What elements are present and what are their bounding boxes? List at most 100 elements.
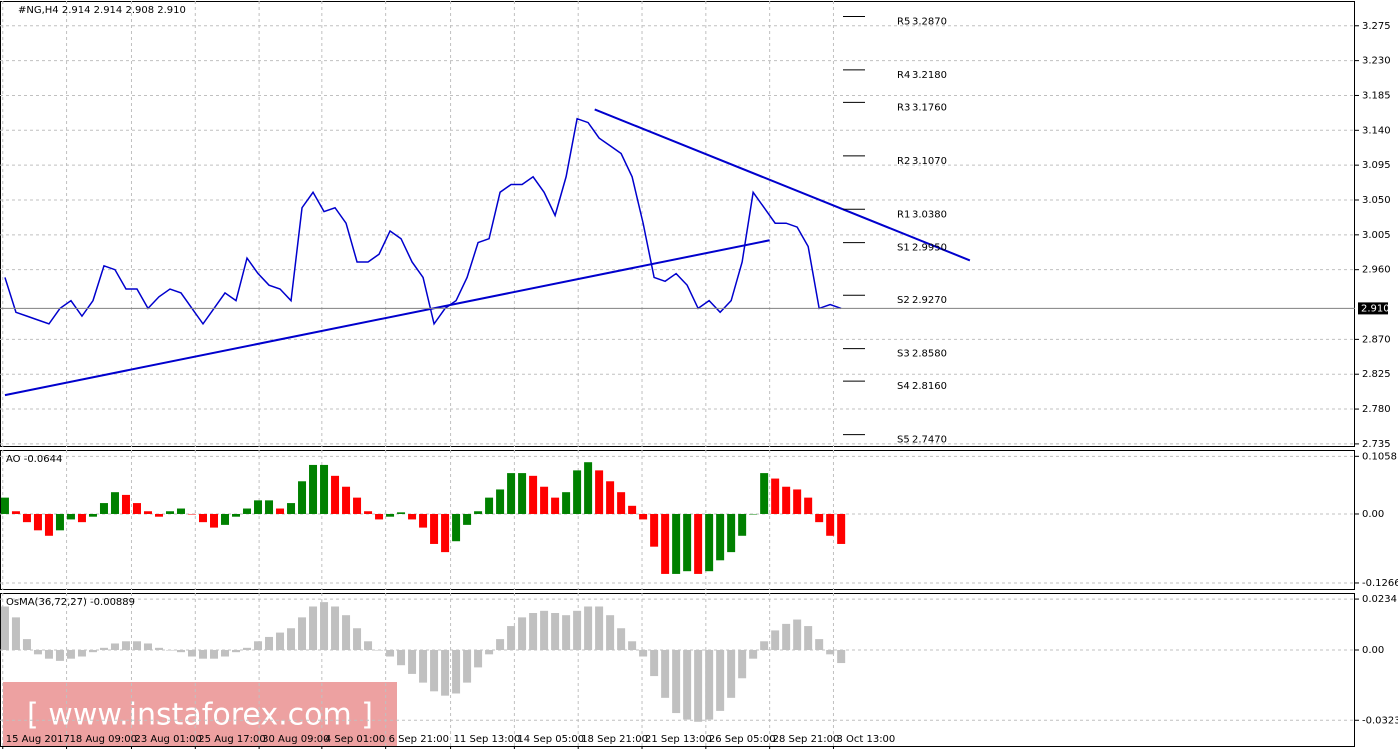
pivot-value: 2.8580 xyxy=(912,349,947,360)
histogram-bar xyxy=(815,513,824,523)
histogram-bar xyxy=(210,513,219,528)
histogram-bar xyxy=(243,508,252,514)
pivot-name: R2 xyxy=(897,156,910,167)
x-tick-label: 15 Aug 2017 xyxy=(6,734,70,745)
histogram-bar xyxy=(66,513,75,520)
histogram-bar xyxy=(11,511,20,514)
pivot-name: S5 xyxy=(897,435,910,446)
histogram-bar xyxy=(287,628,296,650)
panel-frame xyxy=(0,450,1355,590)
pivot-name: S4 xyxy=(897,381,910,392)
histogram-bar xyxy=(727,649,736,698)
histogram-bar xyxy=(143,643,152,650)
histogram-bar xyxy=(573,470,582,514)
histogram-bar xyxy=(397,649,406,666)
histogram-bar xyxy=(430,649,439,692)
y-tick-label: 3.005 xyxy=(1362,230,1391,241)
histogram-bar xyxy=(265,500,274,514)
histogram-bar xyxy=(672,513,681,574)
histogram-bar xyxy=(298,481,307,514)
histogram-bar xyxy=(573,610,582,650)
x-tick-label: 11 Sep 13:00 xyxy=(454,734,521,745)
histogram-bar xyxy=(408,649,417,674)
histogram-bar xyxy=(33,649,42,655)
y-tick-label: 3.230 xyxy=(1362,56,1391,67)
histogram-bar xyxy=(55,649,64,661)
histogram-bar xyxy=(771,630,780,650)
histogram-bar xyxy=(364,641,373,650)
histogram-bar xyxy=(121,641,130,650)
y-tick-label: 2.780 xyxy=(1362,404,1391,415)
panel-frame xyxy=(0,593,1355,747)
histogram-bar xyxy=(672,649,681,714)
histogram-bar xyxy=(474,649,483,668)
x-tick-label: 25 Aug 17:00 xyxy=(198,734,265,745)
x-tick-label: 18 Sep 21:00 xyxy=(581,734,648,745)
histogram-bar xyxy=(342,486,351,514)
histogram-bar xyxy=(716,649,725,711)
histogram-bar xyxy=(221,513,230,525)
last-price-label: 2.910 xyxy=(1361,303,1390,314)
histogram-bar xyxy=(639,513,648,520)
histogram-bar xyxy=(210,649,219,659)
pivot-value: 2.8160 xyxy=(912,381,947,392)
histogram-bar xyxy=(661,513,670,574)
panel-title: AO -0.0644 xyxy=(6,454,62,465)
y-tick-label: 3.185 xyxy=(1362,90,1391,101)
histogram-bar xyxy=(650,649,659,677)
histogram-bar xyxy=(606,481,615,514)
histogram-bar xyxy=(66,649,75,659)
y-tick-label: 3.050 xyxy=(1362,195,1391,206)
histogram-bar xyxy=(408,513,417,520)
histogram-bar xyxy=(165,511,174,514)
pivot-value: 2.7470 xyxy=(912,435,947,446)
histogram-bar xyxy=(518,473,527,514)
histogram-bar xyxy=(33,513,42,531)
histogram-bar xyxy=(540,610,549,650)
y-tick-label: 2.735 xyxy=(1362,439,1391,450)
histogram-bar xyxy=(187,513,196,515)
histogram-bar xyxy=(176,649,185,653)
histogram-bar xyxy=(331,606,340,650)
histogram-bar xyxy=(507,473,516,514)
histogram-bar xyxy=(55,513,64,531)
y-tick-label: 0.00 xyxy=(1362,509,1384,520)
histogram-bar xyxy=(221,649,230,657)
histogram-bar xyxy=(298,617,307,650)
histogram-bar xyxy=(628,641,637,650)
histogram-bar xyxy=(716,513,725,561)
histogram-bar xyxy=(154,513,163,517)
y-tick-label: -0.03231 xyxy=(1362,715,1398,726)
histogram-bar xyxy=(804,497,813,514)
histogram-bar xyxy=(562,615,571,650)
pivot-value: 3.0380 xyxy=(912,209,947,220)
histogram-bar xyxy=(518,617,527,650)
pivot-name: R1 xyxy=(897,209,910,220)
pivot-value: 3.1070 xyxy=(912,156,947,167)
histogram-bar xyxy=(187,649,196,657)
histogram-bar xyxy=(0,497,9,514)
y-tick-label: 2.960 xyxy=(1362,265,1391,276)
x-tick-label: 21 Sep 13:00 xyxy=(645,734,712,745)
x-tick-label: 3 Oct 13:00 xyxy=(836,734,895,745)
x-tick-label: 30 Aug 09:00 xyxy=(262,734,329,745)
histogram-bar xyxy=(595,470,604,514)
histogram-bar xyxy=(331,475,340,514)
pivot-value: 3.2180 xyxy=(912,70,947,81)
histogram-bar xyxy=(386,513,395,517)
histogram-bar xyxy=(441,513,450,553)
histogram-bar xyxy=(0,606,9,650)
histogram-bar xyxy=(397,512,406,514)
x-tick-label: 26 Sep 05:00 xyxy=(709,734,776,745)
y-tick-label: -0.1266 xyxy=(1362,578,1398,589)
histogram-bar xyxy=(99,647,108,650)
pivot-value: 2.9950 xyxy=(912,243,947,254)
x-tick-label: 14 Sep 05:00 xyxy=(517,734,584,745)
y-tick-label: 0.00 xyxy=(1362,645,1384,656)
histogram-bar xyxy=(485,497,494,514)
histogram-bar xyxy=(639,649,648,657)
histogram-bar xyxy=(793,489,802,514)
histogram-bar xyxy=(309,464,318,514)
